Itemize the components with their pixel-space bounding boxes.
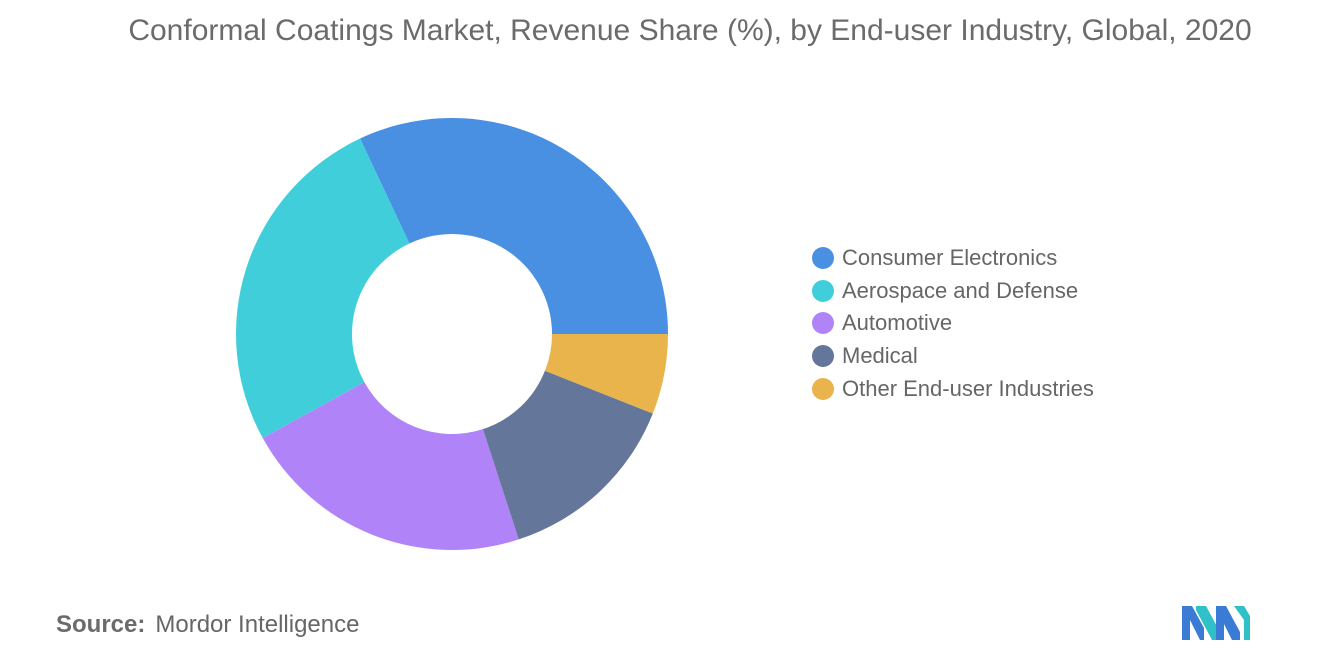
source-text: Mordor Intelligence [155, 611, 360, 638]
legend-swatch [812, 377, 834, 400]
legend-label: Consumer Electronics [842, 245, 1058, 271]
donut-slice-aerospace-and-defense [236, 138, 410, 439]
donut-slices [236, 117, 668, 550]
legend-swatch [812, 279, 834, 302]
legend-item: Aerospace and Defense [812, 275, 1094, 308]
donut-slice-other-end-user-industries [544, 334, 668, 414]
donut-slice-automotive [262, 382, 519, 550]
legend-label: Other End-user Industries [842, 375, 1094, 401]
legend-label: Aerospace and Defense [842, 277, 1079, 303]
legend-item: Consumer Electronics [812, 242, 1094, 275]
source-note: Source: Mordor Intelligence [56, 611, 359, 639]
mordor-logo-icon [1182, 606, 1250, 640]
source-label: Source: [56, 611, 146, 638]
legend-item: Medical [812, 340, 1094, 373]
donut-slice-medical [482, 370, 653, 540]
legend-swatch [812, 312, 834, 335]
legend-label: Medical [842, 343, 918, 369]
legend-swatch [812, 247, 834, 270]
legend-item: Other End-user Industries [812, 372, 1094, 405]
legend-item: Automotive [812, 307, 1094, 340]
donut-slice-consumer-electronics [360, 117, 668, 335]
chart-title: Conformal Coatings Market, Revenue Share… [128, 14, 1252, 47]
chart-legend: Consumer Electronics Aerospace and Defens… [812, 242, 1094, 405]
legend-swatch [812, 345, 834, 368]
legend-label: Automotive [842, 310, 953, 336]
